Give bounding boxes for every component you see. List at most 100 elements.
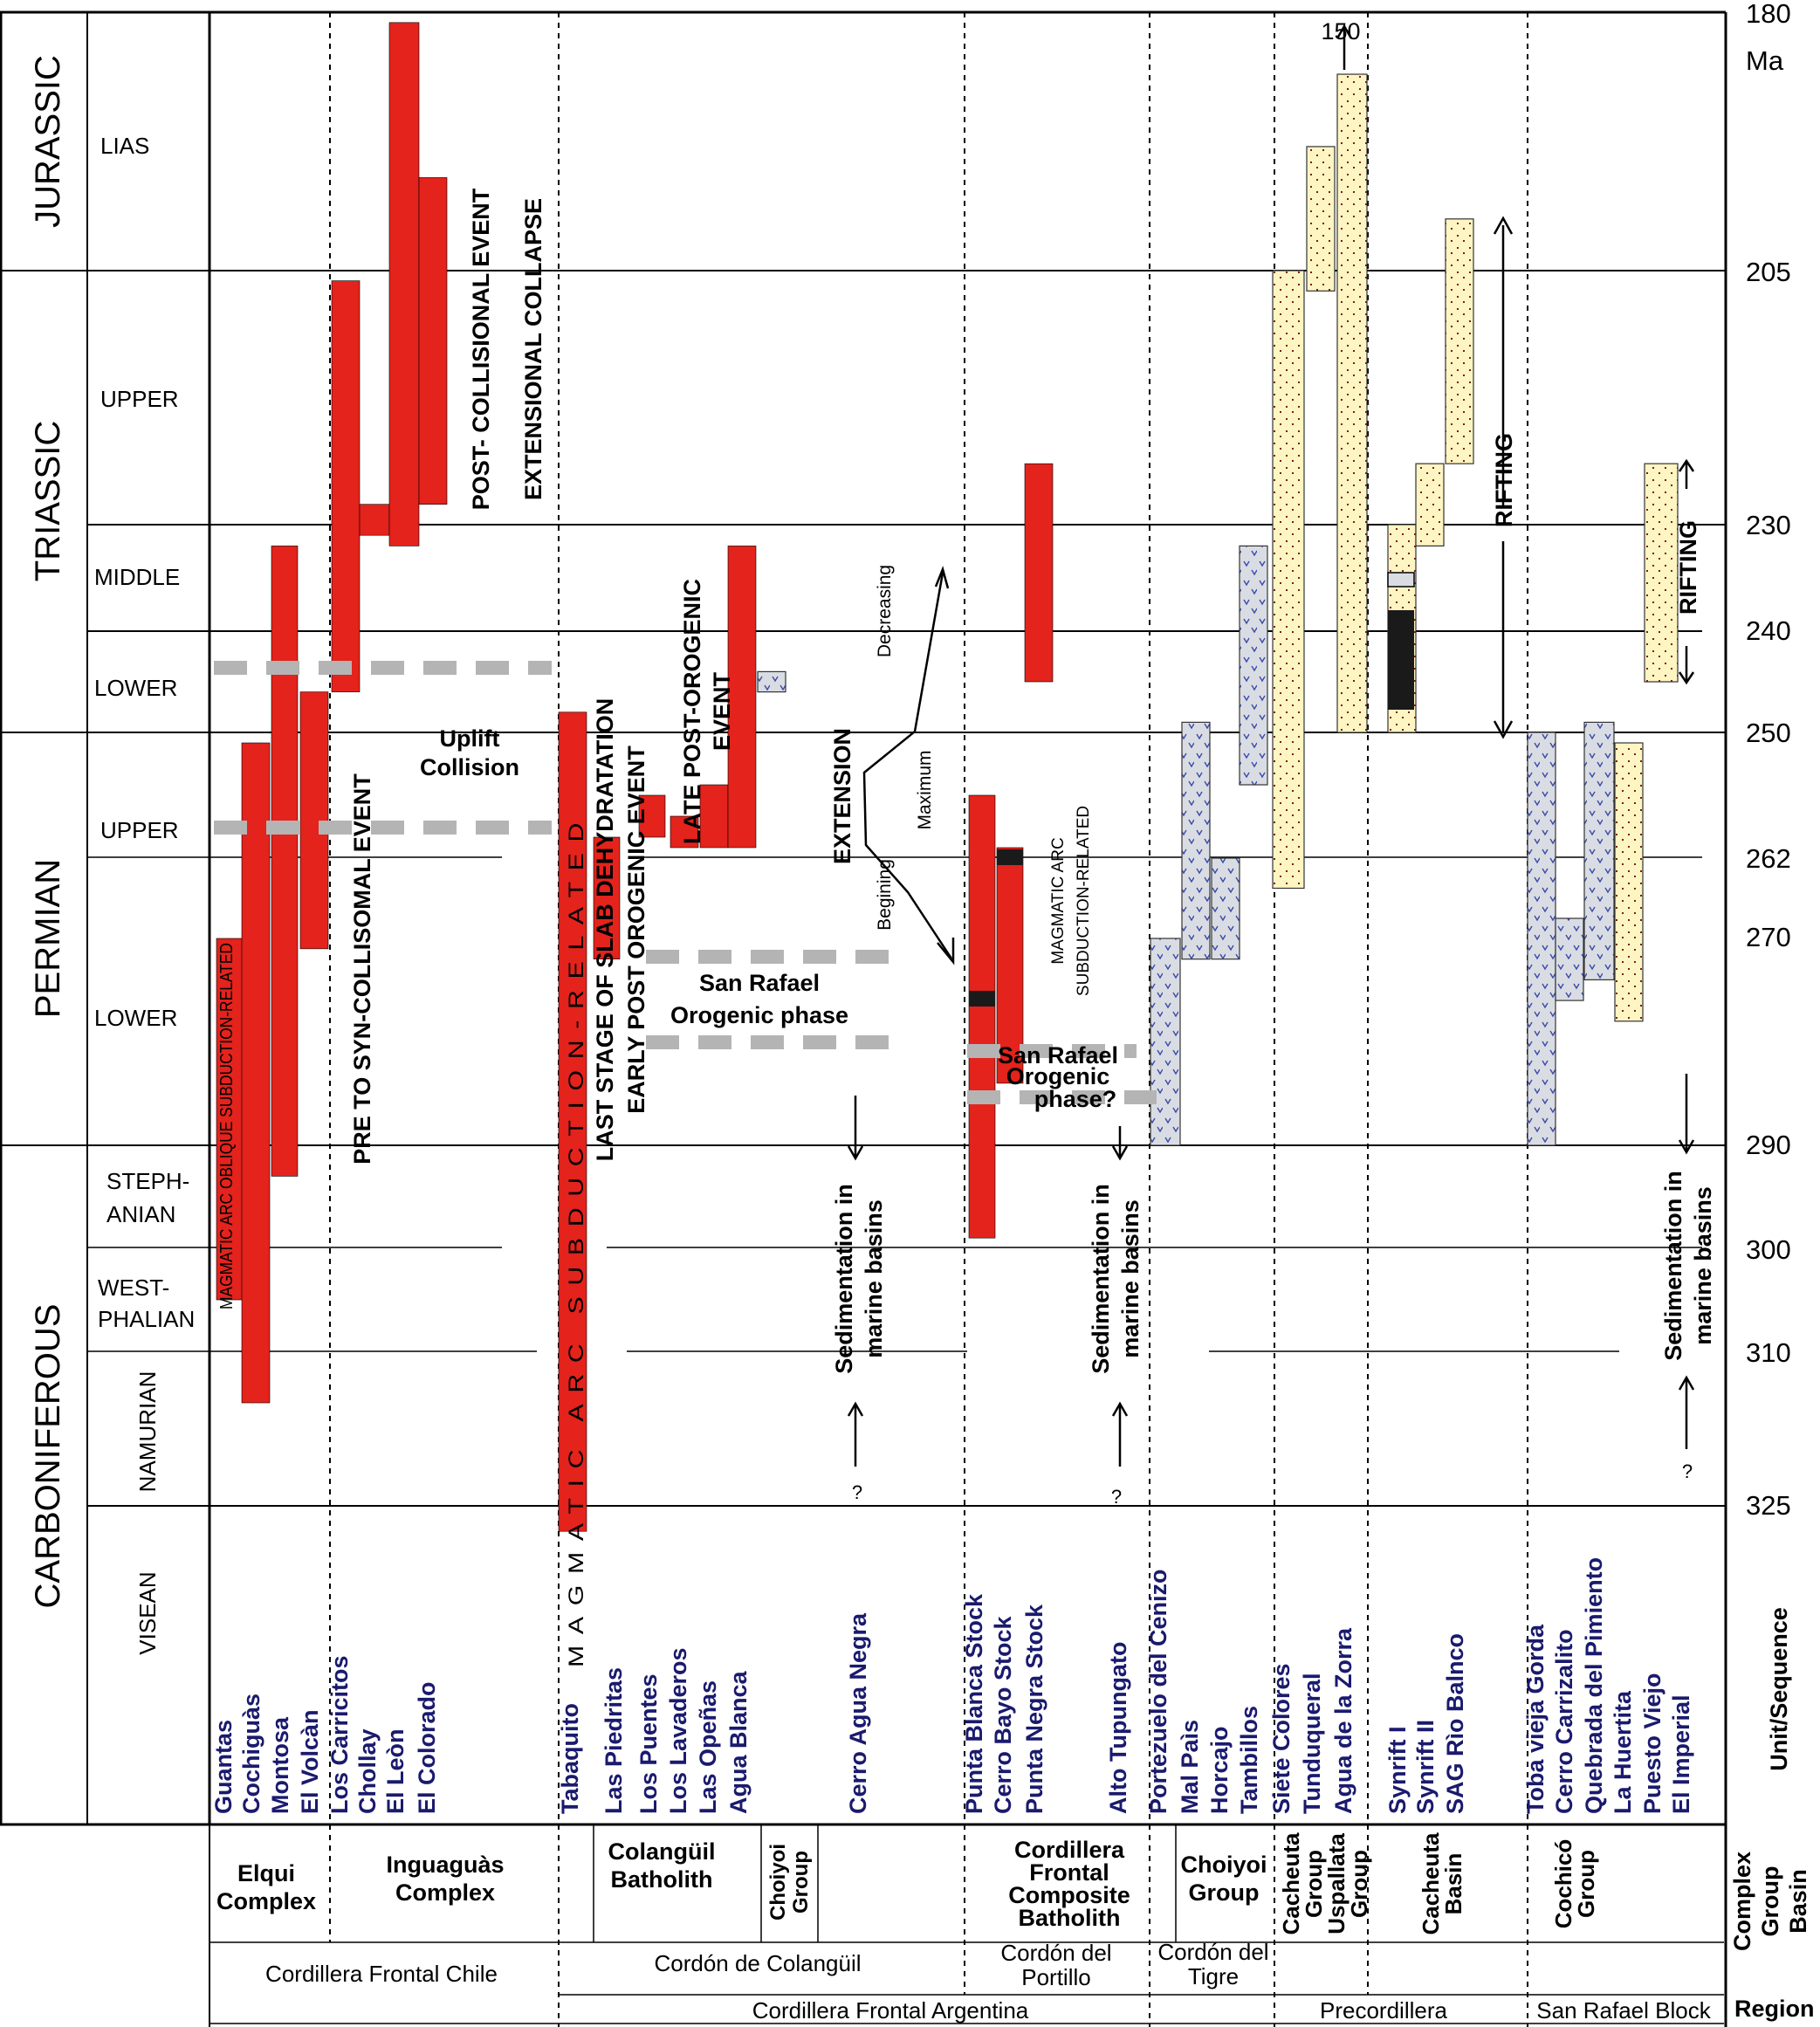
annot-phase-2: phase? (1034, 1086, 1117, 1112)
bar-montosa (271, 546, 299, 1177)
unit-label-la-huertita: La Huertita (1610, 1690, 1636, 1814)
bar-horcajo (1211, 857, 1240, 960)
annot-late-post-orogenic: LATE POST-OROGENIC (679, 579, 705, 844)
bar-tunduqueral (1306, 146, 1336, 292)
annotations: Uplift Collision PRE TO SYN-COLLISOMAL E… (217, 18, 1716, 1667)
extension-arrow (862, 566, 955, 965)
tick-310: 310 (1746, 1337, 1791, 1368)
unit-label-agua-de-la-zorra: Agua de la Zorra (1330, 1627, 1356, 1814)
label-complex: Complex (1729, 1852, 1755, 1951)
epoch-labels: LIAS UPPER MIDDLE LOWER UPPER LOWER STEP… (94, 133, 195, 1655)
annot-arc-portillo-2: SUBDUCTION-RELATED (1075, 806, 1093, 996)
unit-label-synrift-i: Synrift I (1384, 1726, 1411, 1814)
complex-elqui-1: Elqui (237, 1860, 295, 1886)
annot-san-rafael-1: San Rafael (699, 970, 820, 996)
epoch-stephanian-2: ANIAN (106, 1201, 175, 1227)
complex-elqui-2: Complex (216, 1888, 316, 1914)
unit-labels: Guantas Cochiguàs Montosa El Volcàn Los Carr… (210, 1557, 1694, 1814)
header-dividers (209, 1824, 1724, 2024)
annot-collision: Collision (420, 754, 519, 780)
sedimentation-arrows (847, 24, 1695, 1467)
tick-300: 300 (1746, 1234, 1791, 1265)
unit-label-alto-tupungato: Alto Tupungato (1105, 1642, 1131, 1814)
annot-orogenic-phase-1: Orogenic phase (670, 1002, 848, 1028)
region-tigre-1: Cordón del (1157, 1939, 1268, 1965)
annot-decreasing: Decreasing (875, 565, 895, 657)
black-band-synrift (1388, 610, 1414, 710)
unit-label-sag-r-o-balnco: SAG Rìo Balnco (1442, 1633, 1468, 1814)
epoch-triassic-upper: UPPER (100, 386, 179, 412)
unit-label-puesto-viejo: Puesto Viejo (1639, 1673, 1665, 1814)
unit-label-toba-vieja-gorda: Toba vieja Gorda (1522, 1624, 1549, 1814)
region-labels: Cordillera Frontal Chile Cordón de Colan… (265, 1939, 1712, 2024)
complex-cfcb-2: Frontal (1029, 1859, 1109, 1886)
bar-tambillos (1239, 545, 1268, 786)
period-carboniferous: CARBONIFEROUS (29, 1304, 67, 1609)
bar-el-colorado (418, 177, 448, 505)
complex-cochico: CochicóGroup (1550, 1839, 1599, 1929)
bar-guantas (216, 938, 244, 1301)
annot-sed-colanguil-2: marine basins (861, 1199, 887, 1358)
bar-cochigu-s (241, 742, 271, 1404)
annot-early-post-orogenic: EARLY POST OROGENIC EVENT (623, 746, 649, 1114)
unit-label-quebrada-del-pimiento: Quebrada del Pimiento (1581, 1557, 1607, 1814)
unit-label-portezuelo-del-cenizo: Portezuelo del Cenizo (1145, 1569, 1171, 1814)
bar-las-ope-as (699, 784, 729, 849)
complex-colanguil-2: Batholith (611, 1866, 713, 1893)
annot-rifting-2: RIFTING (1675, 520, 1701, 615)
label-basin: Basin (1785, 1869, 1811, 1934)
unit-label-cerro-carrizalito: Cerro Carrizalito (1551, 1629, 1577, 1814)
bar-siete-colores (1272, 270, 1305, 890)
complex-uspallata-group: UspallataGroup (1323, 1833, 1372, 1934)
bar-punta-blanca-stock (968, 794, 996, 1239)
tick-290: 290 (1746, 1130, 1791, 1160)
unit-label-el-colorado: El Colorado (414, 1681, 440, 1814)
unit-label-los-carricitos: Los Carricitos (326, 1655, 353, 1814)
bar-choiyoi-colang-il- (757, 670, 786, 693)
region-precordillera: Precordillera (1320, 1997, 1447, 2024)
epoch-lias: LIAS (100, 133, 149, 159)
annot-pre-syn-collisional: PRE TO SYN-COLLISOMAL EVENT (349, 773, 375, 1165)
unit-label-los-puentes: Los Puentes (635, 1673, 662, 1814)
region-portillo-1: Cordón del (1000, 1940, 1111, 1966)
complex-labels: Elqui Complex Inguaguàs Complex Colangüi… (216, 1832, 1599, 1935)
complex-cacheuta-basin: CacheutaBasin (1418, 1832, 1466, 1935)
region-cfa: Cordillera Frontal Argentina (752, 1997, 1029, 2024)
unit-label-los-lavaderos: Los Lavaderos (665, 1647, 691, 1814)
bar-agua-de-la-zorra (1336, 73, 1368, 733)
bar-puesto-viejo (1644, 463, 1679, 683)
bar-las-piedritas (593, 836, 621, 959)
bar-mal-pa-s (1181, 721, 1211, 960)
unit-label-mal-pa-s: Mal Paìs (1177, 1720, 1203, 1814)
black-bands (969, 610, 1414, 1007)
annot-maximum: Maximum (915, 750, 935, 829)
complex-cfcb-3: Composite (1008, 1882, 1130, 1908)
region-san-rafael: San Rafael Block (1536, 1997, 1711, 2024)
region-colanguil: Cordón de Colangüil (654, 1950, 861, 1976)
tick-250: 250 (1746, 718, 1791, 748)
annot-sed-portillo-2: marine basins (1117, 1199, 1144, 1358)
complex-cfcb-1: Cordillera (1014, 1837, 1125, 1863)
unit-label-las-piedritas: Las Piedritas (601, 1667, 627, 1814)
period-jurassic: JURASSIC (29, 55, 67, 228)
unit-label-siete-colores: Siete Colores (1268, 1663, 1295, 1814)
bar-el-volc-n (299, 691, 329, 950)
bar-toba-vieja-gorda (1527, 732, 1556, 1146)
complex-colanguil-1: Colangüil (608, 1838, 716, 1865)
bar-los-lavaderos (670, 815, 699, 849)
epoch-permian-lower: LOWER (94, 1005, 177, 1031)
annot-extension: EXTENSION (829, 728, 855, 864)
bar-synrift-ii (1415, 463, 1445, 546)
bar-la-huertita (1614, 742, 1644, 1022)
complex-inguaguas-2: Complex (395, 1879, 495, 1906)
label-region: Region (1734, 1996, 1815, 2022)
column-dividers (329, 12, 1528, 2027)
unit-label-tabaquito: Tabaquito (557, 1703, 583, 1814)
period-triassic: TRIASSIC (29, 421, 67, 581)
complex-choiyoi-b-2: Group (1189, 1879, 1260, 1906)
black-band-cerro-bayo (997, 849, 1023, 865)
annot-sed-sanrafael-2: marine basins (1690, 1186, 1716, 1345)
tick-205: 205 (1746, 257, 1791, 287)
bar-cerro-bayo-stock (996, 847, 1024, 1084)
